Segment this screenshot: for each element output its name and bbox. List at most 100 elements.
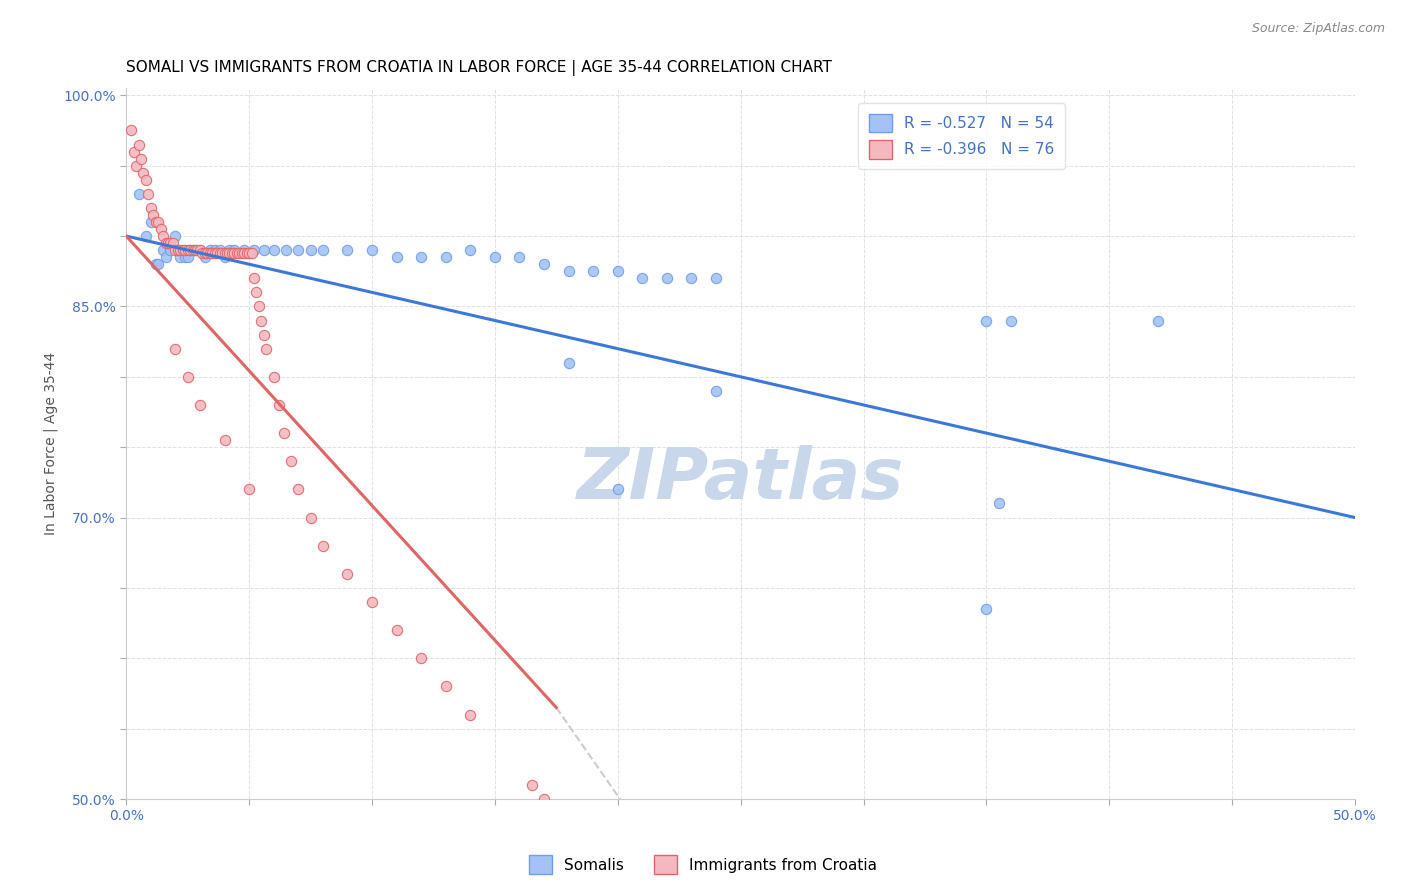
Point [243, 271, 266, 285]
Point [274, 243, 297, 257]
Point [188, 243, 211, 257]
Y-axis label: In Labor Force | Age 35-44: In Labor Force | Age 35-44 [44, 352, 58, 535]
Point [218, 243, 240, 257]
Point [312, 243, 335, 257]
Point [336, 566, 359, 581]
Point [434, 680, 457, 694]
Legend: Somalis, Immigrants from Croatia: Somalis, Immigrants from Croatia [523, 849, 883, 880]
Point [385, 623, 408, 637]
Point [176, 243, 198, 257]
Point [299, 243, 322, 257]
Point [411, 651, 433, 665]
Point [520, 778, 543, 792]
Point [240, 246, 263, 260]
Point [122, 145, 145, 159]
Text: ZIPatlas: ZIPatlas [576, 445, 904, 514]
Point [557, 264, 579, 278]
Point [434, 250, 457, 264]
Point [129, 152, 152, 166]
Point [976, 313, 998, 327]
Point [181, 243, 204, 257]
Point [152, 229, 174, 244]
Point [533, 792, 555, 806]
Point [132, 166, 155, 180]
Point [361, 243, 384, 257]
Point [215, 246, 238, 260]
Point [312, 539, 335, 553]
Point [267, 398, 290, 412]
Point [254, 342, 277, 356]
Point [208, 243, 231, 257]
Point [145, 257, 167, 271]
Point [142, 208, 165, 222]
Point [128, 186, 150, 201]
Point [198, 246, 221, 260]
Point [231, 246, 253, 260]
Point [221, 246, 243, 260]
Point [169, 250, 191, 264]
Point [214, 433, 236, 447]
Point [233, 246, 256, 260]
Point [606, 264, 628, 278]
Point [228, 246, 250, 260]
Point [159, 236, 181, 251]
Point [194, 246, 217, 260]
Point [138, 186, 160, 201]
Point [273, 426, 295, 441]
Text: Source: ZipAtlas.com: Source: ZipAtlas.com [1251, 22, 1385, 36]
Point [361, 595, 384, 609]
Point [385, 250, 408, 264]
Point [145, 215, 167, 229]
Point [582, 264, 605, 278]
Point [176, 369, 198, 384]
Legend: R = -0.527   N = 54, R = -0.396   N = 76: R = -0.527 N = 54, R = -0.396 N = 76 [858, 103, 1064, 169]
Point [606, 483, 628, 497]
Point [208, 246, 231, 260]
Point [250, 313, 273, 327]
Point [976, 602, 998, 616]
Point [146, 257, 169, 271]
Point [253, 243, 276, 257]
Point [155, 236, 177, 251]
Point [224, 243, 246, 257]
Point [287, 243, 309, 257]
Point [174, 243, 197, 257]
Point [458, 243, 481, 257]
Point [188, 398, 211, 412]
Point [184, 243, 207, 257]
Text: SOMALI VS IMMIGRANTS FROM CROATIA IN LABOR FORCE | AGE 35-44 CORRELATION CHART: SOMALI VS IMMIGRANTS FROM CROATIA IN LAB… [127, 60, 832, 76]
Point [1000, 313, 1022, 327]
Point [484, 250, 506, 264]
Point [159, 243, 181, 257]
Point [186, 243, 208, 257]
Point [149, 222, 172, 236]
Point [194, 250, 217, 264]
Point [165, 243, 187, 257]
Point [655, 271, 678, 285]
Point [201, 246, 224, 260]
Point [156, 236, 179, 251]
Point [243, 243, 266, 257]
Point [139, 215, 162, 229]
Point [218, 246, 240, 260]
Point [146, 215, 169, 229]
Point [120, 123, 142, 137]
Point [174, 250, 197, 264]
Point [681, 271, 703, 285]
Point [508, 250, 530, 264]
Point [247, 300, 270, 314]
Point [458, 707, 481, 722]
Point [224, 246, 246, 260]
Point [263, 243, 285, 257]
Point [188, 243, 211, 257]
Point [166, 243, 188, 257]
Point [411, 250, 433, 264]
Point [1147, 313, 1170, 327]
Point [205, 246, 228, 260]
Point [235, 246, 257, 260]
Point [162, 236, 184, 251]
Point [287, 483, 309, 497]
Point [155, 250, 177, 264]
Point [214, 250, 236, 264]
Point [191, 246, 214, 260]
